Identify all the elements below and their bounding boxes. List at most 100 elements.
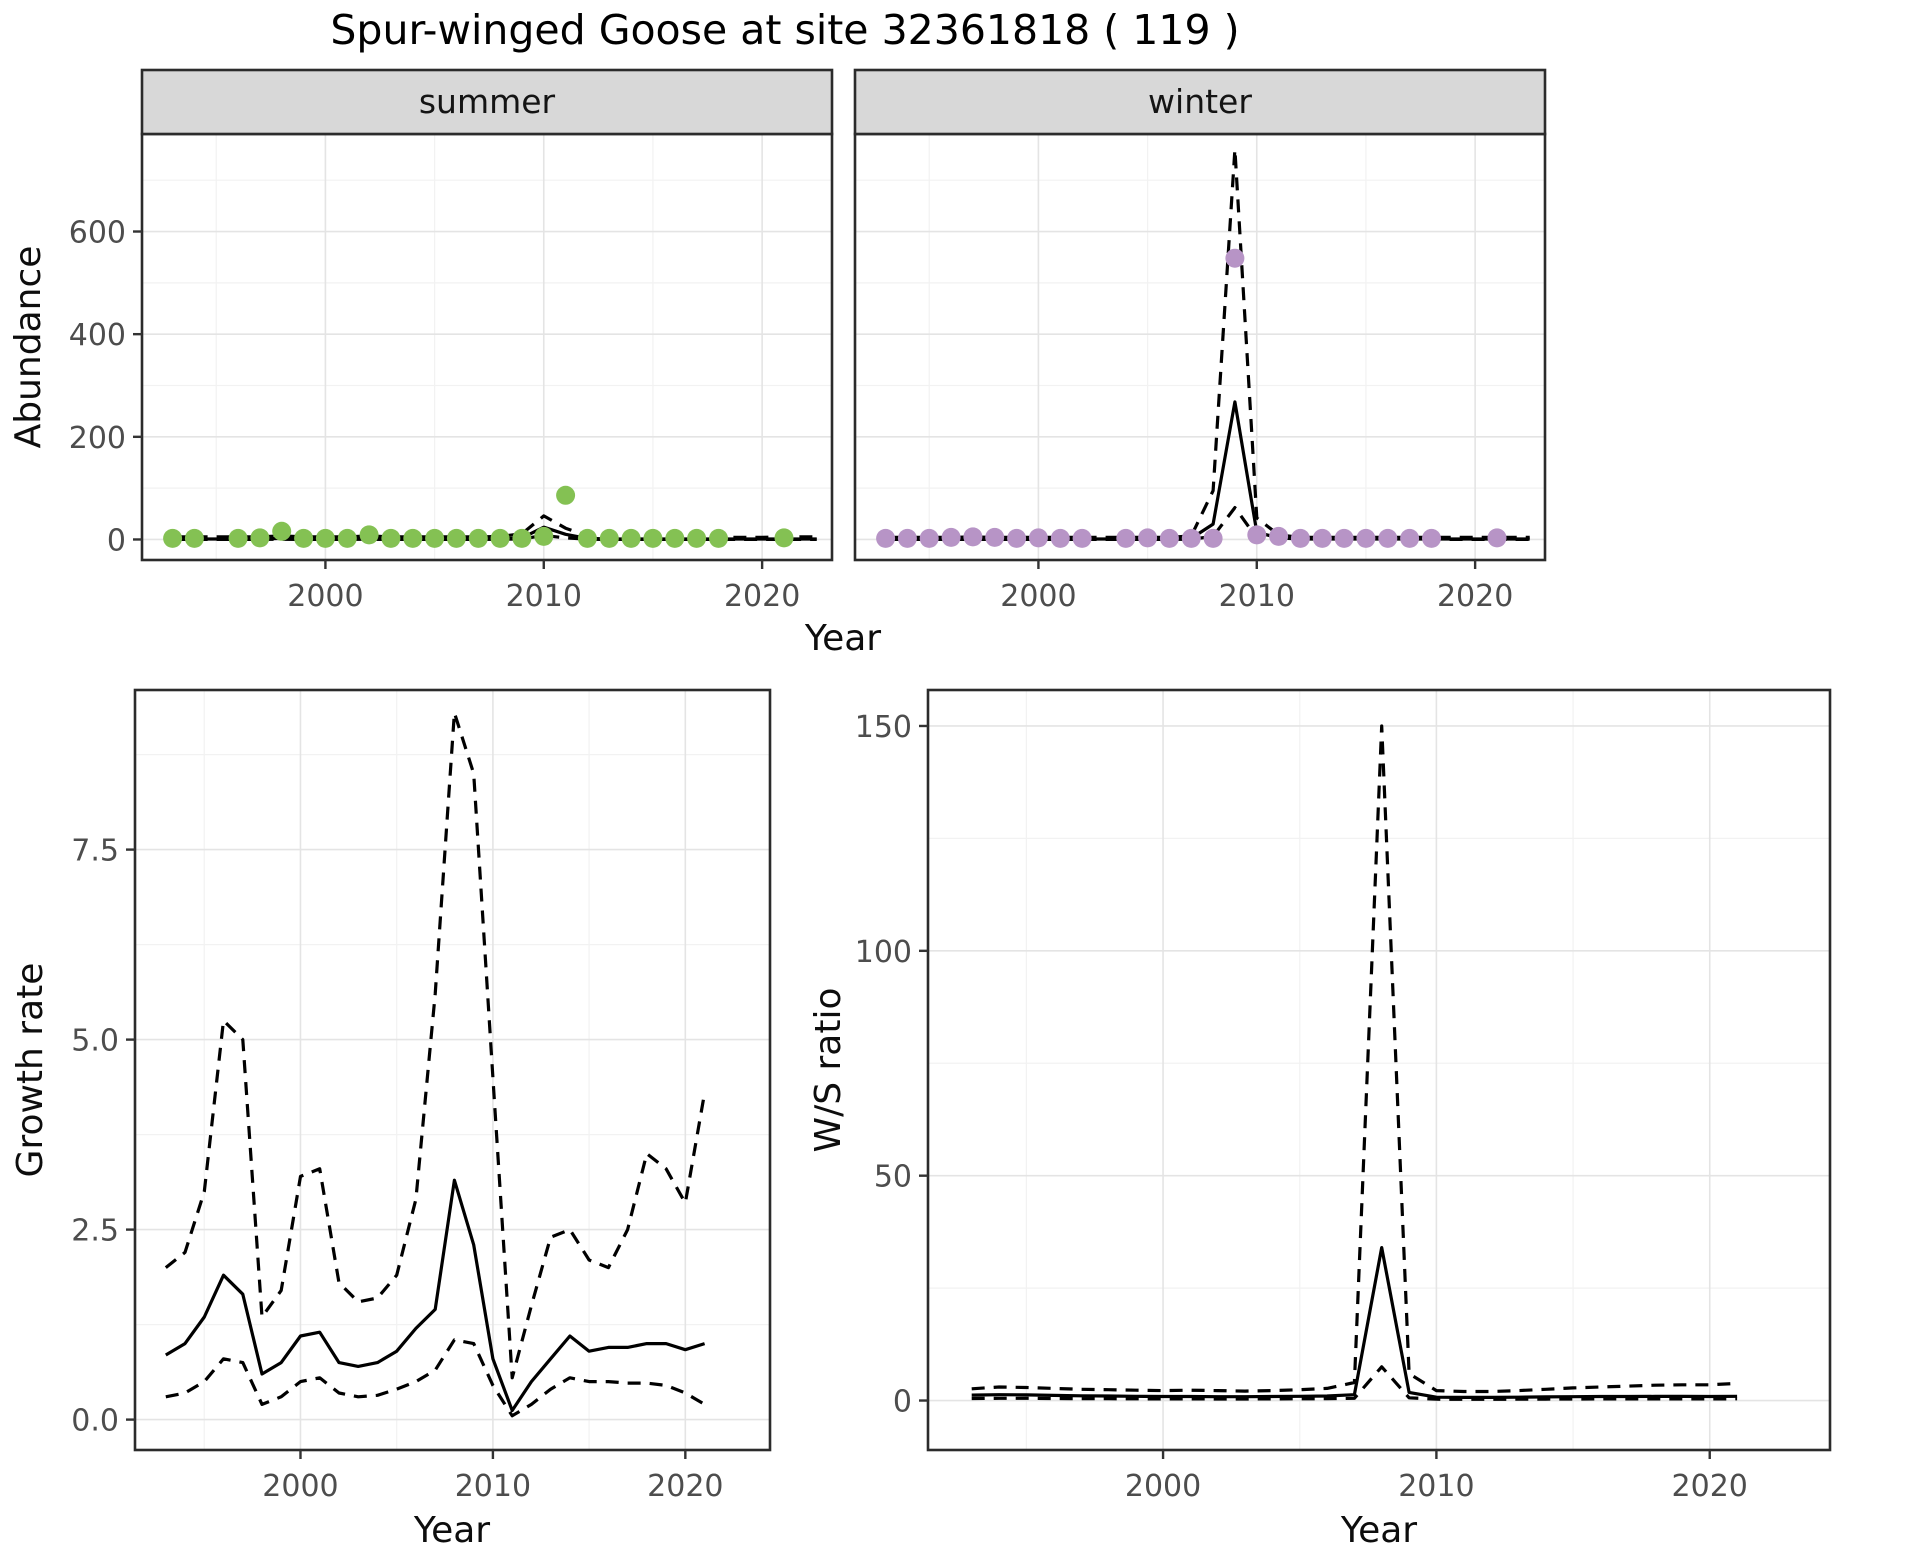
panel-background [855,134,1545,560]
panel-border [133,688,772,1452]
ws-ratio-axis-label: W/S ratio [808,987,849,1152]
panel-background [135,690,770,1450]
abundance-summer-data-point [556,485,576,505]
abundance-summer-data-point [577,528,597,548]
abundance-summer-data-point [250,528,270,548]
x-tick-label: 2010 [455,1469,531,1504]
abundance-winter-data-point [1159,528,1179,548]
x-tick-label: 2000 [1125,1469,1201,1504]
abundance-summer-data-point [599,528,619,548]
growth-rate-lower-ci-line [165,1338,706,1418]
abundance-summer-data-point [490,528,510,548]
abundance-winter-data-point [1356,528,1376,548]
abundance-summer-data-point [228,528,248,548]
abundance-winter-data-point [1138,528,1158,548]
y-tick-label: 2.5 [71,1214,119,1249]
growth-rate-mean-line [164,1178,706,1413]
abundance-winter-data-point [919,528,939,548]
top-year-axis-label: Year [804,618,881,659]
facet-strip [853,68,1547,136]
ws-ratio-lower-ci-line [971,1365,1738,1401]
abundance-winter-data-point [1422,528,1441,548]
y-tick-label: 0 [893,1385,912,1420]
x-tick-label: 2020 [647,1469,723,1504]
x-tick-label: 2020 [1437,579,1513,614]
data-layer [971,724,1738,1401]
abundance-winter-data-point [1116,528,1136,548]
abundance-winter-data-point [1203,528,1223,548]
chart-abundance-winter: 2000 2010 2020 [853,68,1547,614]
abundance-winter-data-point [1028,528,1048,548]
ws-ratio-upper-ci-line [971,724,1738,1394]
abundance-summer-data-point [709,528,728,548]
growth-rate-upper-ci-line [164,711,707,1380]
abundance-summer-data-point [163,528,183,548]
facet-strip [140,68,834,136]
abundance-summer-data-point [403,528,423,548]
data-layer [164,711,707,1418]
abundance-summer-data-point [774,528,794,548]
abundance-summer-data-point [184,528,204,548]
y-tick-label: 150 [855,710,912,745]
abundance-winter-data-point [1050,528,1070,548]
x-tick-label: 2000 [287,579,363,614]
data-layer [163,485,817,548]
abundance-winter-data-point [897,528,917,548]
abundance-summer-data-point [446,528,466,548]
abundance-summer-data-point [665,528,685,548]
abundance-winter-data-point [941,527,961,547]
abundance-winter-data-point [1007,528,1027,548]
abundance-winter-data-point [1487,528,1507,548]
abundance-summer-data-point [315,528,335,548]
facet-label-winter: winter [1148,82,1252,121]
growth-year-axis-label: Year [413,1510,490,1551]
abundance-summer-data-point [381,528,401,548]
abundance-winter-data-point [1181,528,1201,548]
y-tick-label: 100 [855,935,912,970]
x-tick-label: 2000 [262,1469,338,1504]
x-tick-label: 2020 [1672,1469,1748,1504]
abundance-winter-data-point [1247,525,1267,545]
abundance-winter-data-point [1312,528,1332,548]
ws-ratio-mean-line [971,1246,1738,1399]
y-tick-label: 400 [69,318,126,353]
x-tick-label: 2010 [1219,579,1295,614]
abundance-axis-label: Abundance [8,246,49,449]
x-tick-label: 2020 [724,579,800,614]
y-tick-label: 200 [69,421,126,456]
abundance-winter-data-point [876,528,896,548]
abundance-winter-data-point [1225,248,1245,268]
abundance-winter-data-point [1334,528,1354,548]
abundance-winter-data-point [1290,528,1310,548]
abundance-summer-data-point [272,521,292,541]
abundance-summer-data-point [294,528,314,548]
abundance-summer-data-point [337,528,357,548]
abundance-winter-data-point [1072,528,1092,548]
ws-year-axis-label: Year [1340,1510,1417,1551]
y-tick-label: 7.5 [71,834,119,869]
abundance-summer-data-point [512,528,532,548]
data-layer [876,147,1530,548]
abundance-winter-data-point [985,527,1005,547]
panel-background [142,134,832,560]
abundance-summer-data-point [534,526,554,546]
abundance-summer-data-point [687,528,707,548]
x-tick-label: 2010 [1398,1469,1474,1504]
abundance-winter-upper-ci-line [885,147,1530,539]
y-tick-label: 0.0 [71,1404,119,1439]
chart-growth-rate: 2000 2010 2020 0.0 2.5 5.0 7.5 [71,688,772,1504]
abundance-summer-data-point [359,525,379,545]
abundance-winter-data-point [1269,526,1289,546]
panel-border [926,688,1832,1452]
abundance-summer-data-point [425,528,445,548]
x-tick-label: 2000 [1000,579,1076,614]
figure-title: Spur-winged Goose at site 32361818 ( 119… [330,6,1239,54]
abundance-winter-data-point [1400,528,1420,548]
y-tick-label: 600 [69,216,126,251]
x-tick-label: 2010 [506,579,582,614]
abundance-summer-data-point [468,528,488,548]
y-tick-label: 50 [874,1160,912,1195]
